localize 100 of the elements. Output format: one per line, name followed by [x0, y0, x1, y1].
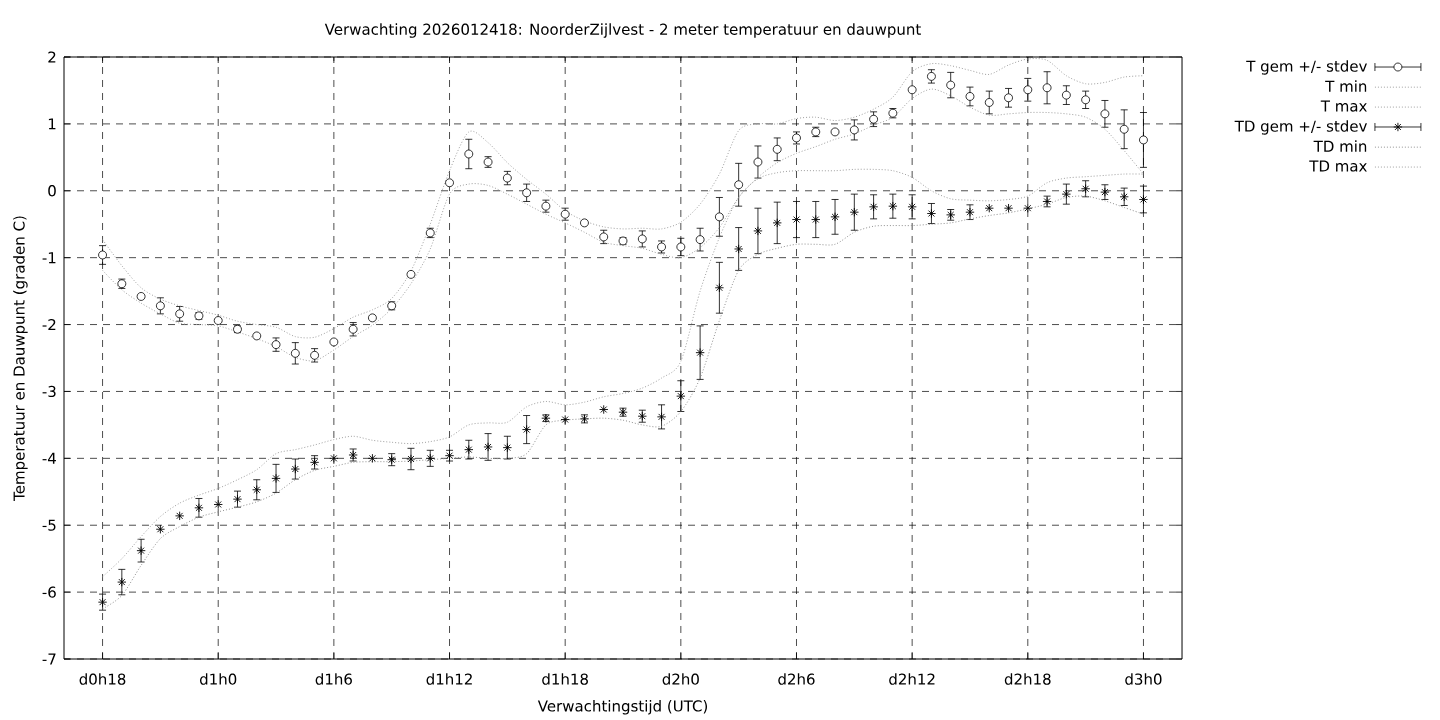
legend-label: T gem +/- stdev [1246, 60, 1367, 75]
x-tick-label: d2h0 [662, 673, 699, 685]
point [213, 316, 223, 325]
y-tick-label: -7 [42, 653, 56, 665]
point [830, 127, 840, 137]
point [1042, 83, 1052, 93]
x-tick-label: d1h12 [426, 673, 472, 685]
x-tick-label: d2h6 [778, 673, 815, 685]
point [791, 214, 802, 225]
y-tick-label: -6 [42, 586, 56, 598]
point [907, 85, 917, 95]
point [464, 444, 474, 455]
point [1023, 203, 1033, 213]
point [271, 473, 281, 484]
x-tick-label: d3h0 [1125, 673, 1162, 685]
x-axis-title: Verwachtingstijd (UTC) [537, 700, 708, 715]
y-axis-title: Temperatuur en Dauwpunt (graden C) [13, 216, 28, 501]
point [656, 412, 667, 422]
point [1138, 194, 1149, 205]
chart-title: Verwachting 2026012418: NoorderZijlvest - 2 meter temperatuur en dauwpunt [324, 23, 921, 38]
point [213, 499, 223, 510]
point [888, 201, 898, 211]
point [907, 202, 917, 212]
point [232, 494, 243, 504]
point [406, 454, 416, 464]
legend-label: T min [1325, 80, 1367, 92]
point [329, 337, 339, 347]
point [1003, 203, 1014, 213]
point [194, 503, 204, 513]
line-series [102, 58, 1144, 339]
point [1080, 184, 1091, 194]
point [136, 292, 146, 301]
point [753, 226, 763, 236]
point [772, 218, 782, 228]
point [1100, 109, 1110, 119]
point [946, 80, 956, 90]
point [252, 331, 262, 341]
point [849, 207, 859, 217]
point [155, 524, 166, 534]
point [136, 545, 146, 556]
point [290, 348, 300, 358]
x-tick-label: d1h0 [199, 673, 237, 685]
point [464, 149, 474, 159]
point [984, 98, 994, 107]
point [1119, 192, 1129, 202]
y-tick-label: -5 [42, 519, 56, 531]
point [483, 442, 493, 452]
point [502, 442, 512, 453]
point [926, 208, 937, 219]
point [521, 424, 532, 435]
point [580, 218, 589, 228]
point [175, 511, 185, 521]
point [849, 125, 859, 135]
y-tick-label: -2 [42, 318, 56, 331]
point [868, 202, 879, 212]
y-tick-label: 2 [48, 51, 56, 63]
legend-label: TD min [1313, 140, 1367, 152]
point [811, 214, 821, 225]
point [830, 212, 840, 222]
point [406, 269, 416, 279]
y-tick-label: 1 [48, 118, 56, 130]
point [445, 178, 454, 188]
point [637, 234, 647, 244]
point [329, 453, 339, 463]
point [676, 242, 686, 252]
point [368, 313, 377, 323]
x-tick-label: d2h12 [889, 673, 935, 685]
x-tick-label: d2h18 [1004, 673, 1051, 685]
point [97, 597, 108, 607]
point [98, 250, 107, 260]
y-tick-label: 0 [48, 185, 56, 197]
point [1081, 95, 1091, 105]
point [965, 92, 975, 101]
point [1061, 90, 1071, 100]
point [522, 188, 532, 198]
point [117, 577, 127, 587]
point [772, 144, 782, 154]
point [1119, 124, 1129, 134]
legend-label: TD gem +/- stdev [1234, 120, 1367, 135]
point [695, 235, 705, 245]
point [676, 391, 686, 401]
point [155, 301, 165, 311]
point [714, 212, 724, 222]
y-tick-label: -1 [42, 252, 56, 264]
point [734, 180, 744, 190]
point [252, 485, 262, 495]
point [695, 348, 705, 358]
point [1023, 85, 1033, 95]
point [290, 464, 300, 474]
point [753, 157, 763, 167]
x-tick-label: d1h6 [315, 673, 352, 685]
point [560, 414, 570, 425]
point [1004, 93, 1013, 103]
legend-label: TD max [1309, 160, 1367, 172]
y-tick-label: -4 [42, 452, 56, 464]
point [599, 404, 609, 415]
point [984, 203, 994, 213]
point [1139, 135, 1148, 145]
legend-label: T max [1320, 100, 1367, 112]
point [734, 244, 744, 254]
